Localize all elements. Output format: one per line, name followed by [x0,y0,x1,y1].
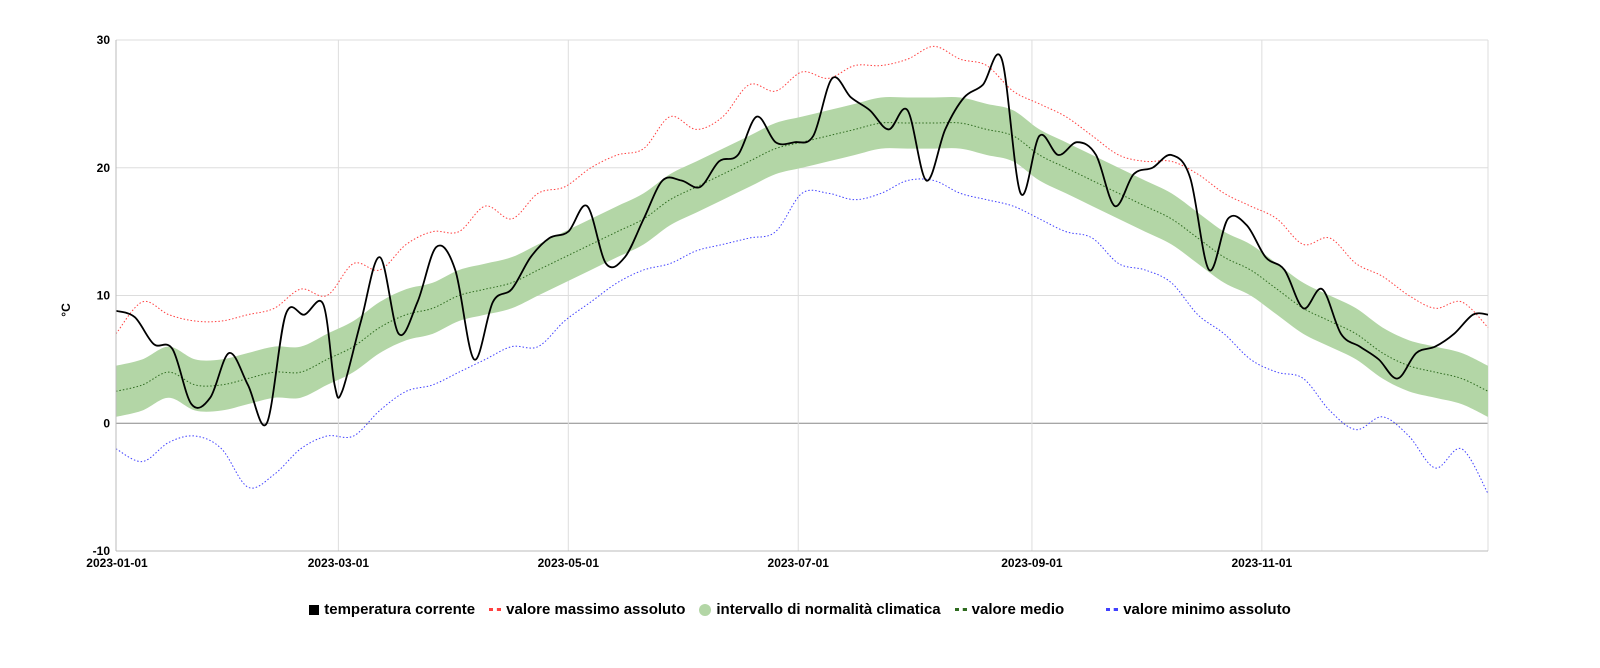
normal-range-band [116,97,1488,417]
legend-label: valore massimo assoluto [506,601,686,618]
dotted-red-icon [489,608,502,611]
axes: -10 0 10 20 30 2023-01-01 2023-03-01 2023-05-01… [86,33,1488,570]
legend-item-max[interactable]: valore massimo assoluto [489,601,685,618]
legend-label: valore medio [971,601,1065,618]
mean-line [115,122,1489,392]
dotted-green-icon [954,608,967,611]
legend-item-current[interactable]: temperatura corrente [309,601,475,618]
legend-label: intervallo di normalità climatica [716,601,941,618]
min-line [115,178,1489,494]
y-tick-label: 20 [97,161,111,175]
y-axis-label: °C [59,303,73,317]
dotted-blue-icon [1106,608,1119,611]
y-tick-label: 30 [97,33,111,47]
legend-item-mean[interactable]: valore medio [954,601,1065,618]
x-tick-label: 2023-09-01 [1001,556,1063,570]
legend-item-band[interactable]: intervallo di normalità climatica [699,601,941,618]
legend: temperatura corrente valore massimo asso… [0,601,1600,618]
y-tick-label: 10 [97,289,111,303]
square-marker-icon [309,604,320,615]
max-line [115,45,1489,335]
legend-label: valore minimo assoluto [1123,601,1291,618]
y-tick-label: -10 [93,544,111,558]
series-layer [115,45,1489,494]
x-tick-label: 2023-07-01 [768,556,830,570]
legend-label: temperatura corrente [324,601,476,618]
x-tick-label: 2023-01-01 [86,556,148,570]
x-tick-label: 2023-11-01 [1231,556,1292,570]
green-circle-icon [699,603,712,616]
current-temperature-line [115,53,1489,427]
y-tick-label: 0 [103,416,110,430]
x-tick-label: 2023-05-01 [538,556,600,570]
legend-item-min[interactable]: valore minimo assoluto [1106,601,1291,618]
x-tick-label: 2023-03-01 [308,556,370,570]
